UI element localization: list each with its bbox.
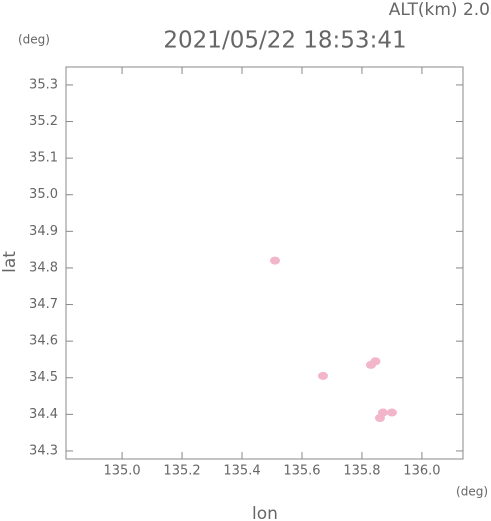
y-axis-label: lat — [0, 251, 20, 273]
x-tick-label: 135.0 — [103, 464, 140, 479]
plot-frame — [65, 66, 464, 460]
echo-point — [370, 357, 381, 366]
echo-point — [317, 371, 328, 380]
y-tick-label: 34.6 — [29, 334, 58, 349]
y-tick-label: 34.3 — [29, 443, 58, 458]
y-tick-label: 34.7 — [29, 297, 58, 312]
x-unit: (deg) — [456, 485, 488, 499]
echo-point — [374, 414, 385, 423]
echo-point — [386, 408, 397, 417]
y-tick-label: 35.1 — [29, 151, 58, 166]
y-tick-label: 34.8 — [29, 260, 58, 275]
chart-title: 2021/05/22 18:53:41 — [163, 28, 406, 54]
x-axis-label: lon — [252, 504, 278, 521]
x-tick-label: 135.4 — [223, 464, 260, 479]
y-tick-label: 34.5 — [29, 370, 58, 385]
y-tick-label: 35.0 — [29, 187, 58, 202]
echo-point — [269, 256, 280, 265]
x-tick-label: 135.8 — [343, 464, 380, 479]
y-tick-label: 34.9 — [29, 224, 58, 239]
y-tick-label: 34.4 — [29, 407, 58, 422]
x-tick-label: 135.2 — [163, 464, 200, 479]
y-tick-label: 35.2 — [29, 114, 58, 129]
altitude-label: ALT(km) 2.0 — [389, 0, 490, 20]
y-unit: (deg) — [18, 33, 50, 47]
y-tick-label: 35.3 — [29, 77, 58, 92]
x-tick-label: 136.0 — [403, 464, 440, 479]
x-tick-label: 135.6 — [283, 464, 320, 479]
